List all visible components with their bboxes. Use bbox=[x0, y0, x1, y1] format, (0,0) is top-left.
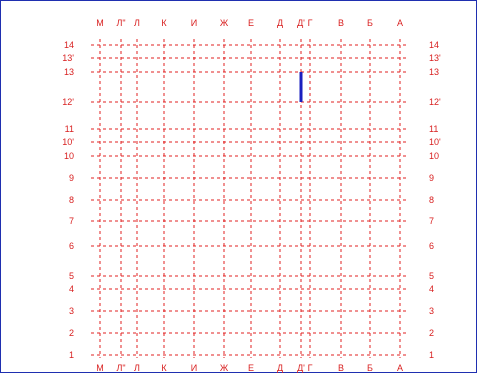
row-label-right: 6 bbox=[429, 241, 434, 251]
column-label-top: Ж bbox=[220, 18, 229, 28]
row-label-right: 14 bbox=[429, 40, 439, 50]
row-label-left: 12' bbox=[62, 97, 74, 107]
column-label-bottom: Ж bbox=[220, 363, 229, 373]
column-label-bottom: Б bbox=[367, 363, 373, 373]
row-label-right: 13' bbox=[429, 53, 441, 63]
row-label-left: 13' bbox=[62, 53, 74, 63]
column-label-top: К bbox=[161, 18, 167, 28]
row-label-right: 9 bbox=[429, 173, 434, 183]
column-label-bottom: А bbox=[397, 363, 403, 373]
row-label-left: 13 bbox=[64, 67, 74, 77]
row-label-right: 5 bbox=[429, 271, 434, 281]
row-label-left: 9 bbox=[69, 173, 74, 183]
column-label-top: Е bbox=[248, 18, 254, 28]
row-label-right: 10 bbox=[429, 151, 439, 161]
row-label-right: 4 bbox=[429, 284, 434, 294]
row-label-right: 13 bbox=[429, 67, 439, 77]
column-label-top: М bbox=[96, 18, 104, 28]
column-label-bottom: К bbox=[161, 363, 167, 373]
row-label-left: 1 bbox=[69, 350, 74, 360]
row-label-left: 10 bbox=[64, 151, 74, 161]
column-label-bottom: Г bbox=[308, 363, 313, 373]
column-label-top: Л" bbox=[116, 18, 125, 28]
column-label-top: Д' bbox=[297, 18, 305, 28]
row-label-right: 10' bbox=[429, 137, 441, 147]
column-label-top: А bbox=[397, 18, 403, 28]
column-label-bottom: Л" bbox=[116, 363, 125, 373]
column-label-top: Б bbox=[367, 18, 373, 28]
row-label-left: 7 bbox=[69, 216, 74, 226]
column-label-top: Г bbox=[308, 18, 313, 28]
column-label-bottom: Л bbox=[134, 363, 140, 373]
row-label-left: 6 bbox=[69, 241, 74, 251]
row-label-right: 12' bbox=[429, 97, 441, 107]
column-label-bottom: Д bbox=[277, 363, 283, 373]
column-label-bottom: И bbox=[191, 363, 197, 373]
row-label-left: 10' bbox=[62, 137, 74, 147]
column-label-bottom: М bbox=[96, 363, 104, 373]
row-label-left: 4 bbox=[69, 284, 74, 294]
row-label-left: 11 bbox=[65, 124, 74, 134]
row-label-left: 8 bbox=[69, 195, 74, 205]
row-label-left: 5 bbox=[69, 271, 74, 281]
column-label-bottom: Д' bbox=[297, 363, 305, 373]
column-label-top: И bbox=[191, 18, 197, 28]
row-label-right: 3 bbox=[429, 306, 434, 316]
row-label-left: 14 bbox=[64, 40, 74, 50]
row-label-right: 1 bbox=[429, 350, 434, 360]
column-label-top: Д bbox=[277, 18, 283, 28]
row-label-right: 11 bbox=[429, 124, 438, 134]
row-label-left: 2 bbox=[69, 328, 74, 338]
column-label-bottom: В bbox=[338, 363, 344, 373]
column-label-bottom: Е bbox=[248, 363, 254, 373]
row-label-right: 8 bbox=[429, 195, 434, 205]
column-label-top: Л bbox=[134, 18, 140, 28]
row-label-right: 7 bbox=[429, 216, 434, 226]
column-label-top: В bbox=[338, 18, 344, 28]
row-label-left: 3 bbox=[69, 306, 74, 316]
row-label-right: 2 bbox=[429, 328, 434, 338]
